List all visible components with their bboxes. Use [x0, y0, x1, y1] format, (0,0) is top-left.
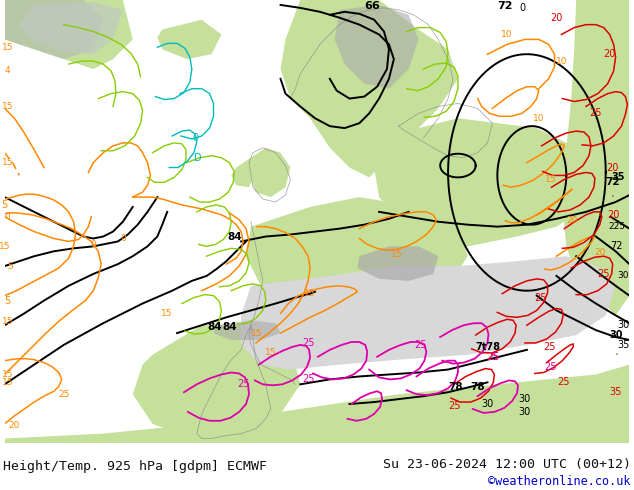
Polygon shape — [561, 0, 630, 316]
Text: Height/Temp. 925 hPa [gdpm] ECMWF: Height/Temp. 925 hPa [gdpm] ECMWF — [3, 460, 267, 473]
Text: 72: 72 — [611, 242, 623, 251]
Text: 25: 25 — [449, 401, 461, 411]
Polygon shape — [214, 320, 280, 340]
Text: 35: 35 — [618, 340, 630, 350]
Text: 15: 15 — [545, 175, 556, 184]
Polygon shape — [241, 256, 616, 369]
Text: 84: 84 — [222, 322, 236, 332]
Text: 20: 20 — [604, 49, 616, 59]
Text: 35: 35 — [609, 387, 622, 397]
Text: 25: 25 — [534, 293, 547, 303]
Text: 10: 10 — [555, 57, 567, 66]
Text: 15: 15 — [2, 370, 13, 379]
Text: 0: 0 — [193, 133, 199, 143]
Text: 0: 0 — [120, 234, 126, 243]
Text: 25: 25 — [487, 352, 500, 362]
Text: 15: 15 — [2, 102, 13, 111]
Text: 25: 25 — [302, 338, 314, 348]
Text: 30: 30 — [481, 399, 494, 409]
Text: 25: 25 — [557, 377, 569, 388]
Text: 30: 30 — [610, 330, 623, 340]
Text: 5: 5 — [4, 295, 11, 306]
Text: Su 23-06-2024 12:00 UTC (00+12): Su 23-06-2024 12:00 UTC (00+12) — [383, 458, 631, 471]
Text: 66: 66 — [365, 1, 380, 11]
Text: 25: 25 — [58, 390, 70, 399]
Text: 15: 15 — [2, 378, 13, 387]
Text: 30: 30 — [618, 271, 629, 280]
Polygon shape — [133, 325, 301, 439]
Text: 7t78: 7t78 — [475, 342, 500, 352]
Text: 15: 15 — [2, 43, 13, 52]
Polygon shape — [358, 246, 438, 281]
Polygon shape — [4, 0, 103, 59]
Text: 20: 20 — [607, 163, 619, 172]
Text: 15: 15 — [391, 250, 403, 259]
Polygon shape — [280, 0, 458, 177]
Text: 5: 5 — [1, 200, 8, 210]
Text: 78: 78 — [470, 382, 485, 392]
Polygon shape — [157, 20, 221, 59]
Text: ©weatheronline.co.uk: ©weatheronline.co.uk — [488, 475, 631, 488]
Text: 15: 15 — [2, 317, 13, 326]
Polygon shape — [249, 148, 290, 197]
Text: 84: 84 — [207, 322, 222, 332]
Text: 30: 30 — [519, 394, 531, 404]
Text: 15: 15 — [304, 289, 316, 298]
Text: 20: 20 — [607, 210, 620, 220]
Text: 20: 20 — [594, 248, 605, 257]
Text: 20: 20 — [550, 13, 562, 23]
Text: 30: 30 — [618, 320, 630, 330]
Text: ': ' — [612, 194, 614, 200]
Text: 10: 10 — [533, 114, 545, 123]
Text: 0: 0 — [91, 240, 96, 249]
Text: 25: 25 — [590, 108, 602, 118]
Text: D: D — [194, 153, 202, 163]
Text: 4: 4 — [5, 67, 10, 75]
Text: 78: 78 — [449, 382, 463, 392]
Text: 15: 15 — [265, 348, 276, 357]
Text: 20: 20 — [567, 216, 578, 225]
Polygon shape — [4, 365, 630, 443]
Text: 25: 25 — [545, 362, 557, 371]
Text: 225: 225 — [608, 222, 625, 231]
Text: 72: 72 — [605, 177, 620, 187]
Text: 25: 25 — [414, 340, 427, 350]
Text: 25: 25 — [597, 269, 610, 279]
Text: 25: 25 — [302, 374, 314, 384]
Polygon shape — [335, 5, 418, 89]
Polygon shape — [374, 118, 596, 246]
Text: 25: 25 — [237, 379, 249, 390]
Polygon shape — [246, 197, 468, 316]
Text: 72: 72 — [498, 1, 513, 11]
Text: 25: 25 — [543, 342, 556, 352]
Text: 15: 15 — [0, 242, 10, 251]
Polygon shape — [20, 2, 123, 54]
Text: 5: 5 — [8, 262, 13, 270]
Text: 35: 35 — [612, 172, 625, 182]
Text: 0: 0 — [519, 3, 525, 13]
Polygon shape — [231, 158, 256, 187]
Text: 15: 15 — [251, 329, 262, 338]
Text: 15: 15 — [2, 158, 13, 167]
Text: 10: 10 — [501, 30, 513, 39]
Polygon shape — [4, 0, 133, 69]
Text: 30: 30 — [519, 407, 531, 417]
Text: 84: 84 — [227, 231, 242, 242]
Text: 15: 15 — [160, 309, 172, 318]
Text: 25: 25 — [486, 352, 499, 362]
Text: ': ' — [616, 352, 618, 358]
Text: 20: 20 — [9, 421, 20, 430]
Text: 0: 0 — [4, 212, 10, 221]
